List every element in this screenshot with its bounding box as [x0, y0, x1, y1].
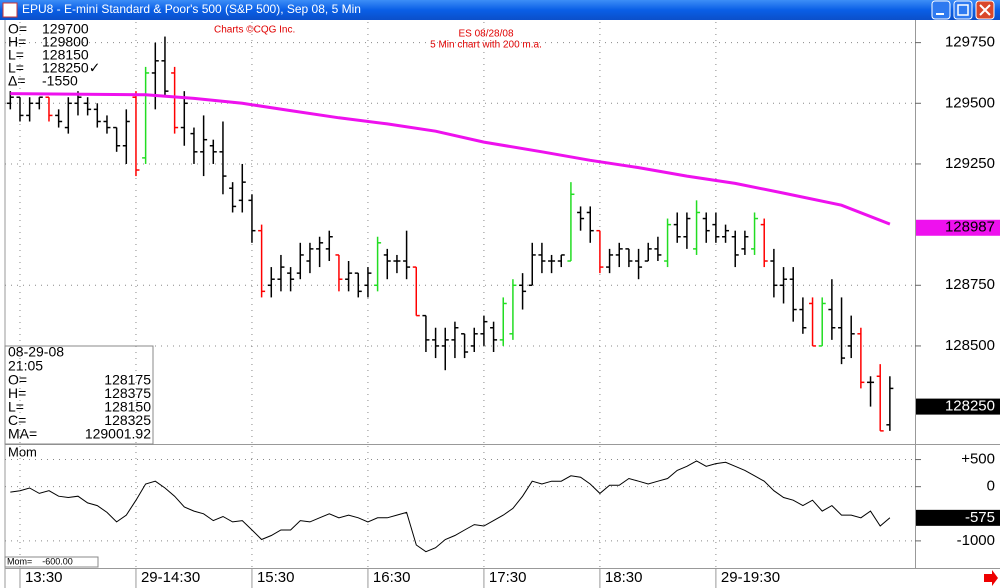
mom-readout: Mom= -600.00: [7, 556, 73, 566]
header-value: 128250✓: [42, 60, 100, 76]
x-tick-label: 17:30: [489, 569, 527, 586]
maximize-icon: [957, 4, 969, 16]
cursor-tag-box: [916, 398, 1000, 415]
info-label: C=: [8, 412, 26, 428]
title-bar: [0, 0, 1000, 20]
x-tick-label: 13:30: [25, 569, 63, 586]
header-label: Δ=: [8, 73, 26, 89]
y-tick-label: 0: [987, 478, 995, 495]
x-tick-label: 29-14:30: [141, 569, 200, 586]
minimize-button[interactable]: [931, 0, 951, 20]
copyright: Charts ©CQG Inc.: [214, 25, 295, 36]
x-tick-label: 16:30: [373, 569, 411, 586]
mom-tag: -575: [965, 509, 995, 526]
y-tick-label: 129750: [945, 34, 995, 51]
window-title: EPU8 - E-mini Standard & Poor's 500 (S&P…: [22, 2, 361, 16]
maximize-button[interactable]: [953, 0, 973, 20]
header-value: 128150: [42, 47, 89, 63]
info-date: 08-29-08: [8, 344, 64, 360]
info-value: 128150: [104, 399, 151, 415]
info-label: L=: [8, 399, 24, 415]
info-label: O=: [8, 372, 27, 388]
y-tick-label: -1000: [957, 532, 995, 549]
y-tick-label: 128750: [945, 276, 995, 293]
annotation: ES 08/28/08: [458, 29, 513, 40]
info-value: 128375: [104, 385, 151, 401]
header-label: H=: [8, 34, 26, 50]
ma-tag-box: [916, 219, 1000, 236]
info-value: 128325: [104, 412, 151, 428]
header-value: -1550: [42, 73, 78, 89]
header-value: 129800: [42, 34, 89, 50]
cursor-tag: 128250: [945, 398, 995, 415]
mom-label: Mom: [8, 444, 37, 459]
annotation: 5 Min chart with 200 m.a.: [430, 40, 542, 51]
y-tick-label: +500: [961, 451, 995, 468]
x-tick-label: 18:30: [605, 569, 643, 586]
moving-average: [10, 92, 891, 226]
chart-background: [0, 20, 1000, 588]
app-icon: [2, 2, 18, 18]
mom-tag-box: [916, 509, 1000, 526]
x-tick-label: 29-19:30: [721, 569, 780, 586]
scroll-arrow: [984, 570, 998, 586]
info-value: 129001.92: [85, 426, 151, 442]
header-label: O=: [8, 21, 27, 37]
y-tick-label: 129500: [945, 94, 995, 111]
info-value: 128175: [104, 372, 151, 388]
info-box: [4, 345, 154, 445]
info-label: H=: [8, 385, 26, 401]
close-icon: [979, 4, 991, 16]
mom-readout-box: [4, 556, 99, 568]
y-tick-label: 129250: [945, 155, 995, 172]
header-label: L=: [8, 60, 24, 76]
x-tick-label: 15:30: [257, 569, 295, 586]
info-label: MA=: [8, 426, 37, 442]
header-value: 129700: [42, 21, 89, 37]
info-time: 21:05: [8, 358, 43, 374]
ma-tag: 128987: [945, 219, 995, 236]
momentum-line: [10, 460, 891, 553]
y-tick-label: 128500: [945, 337, 995, 354]
